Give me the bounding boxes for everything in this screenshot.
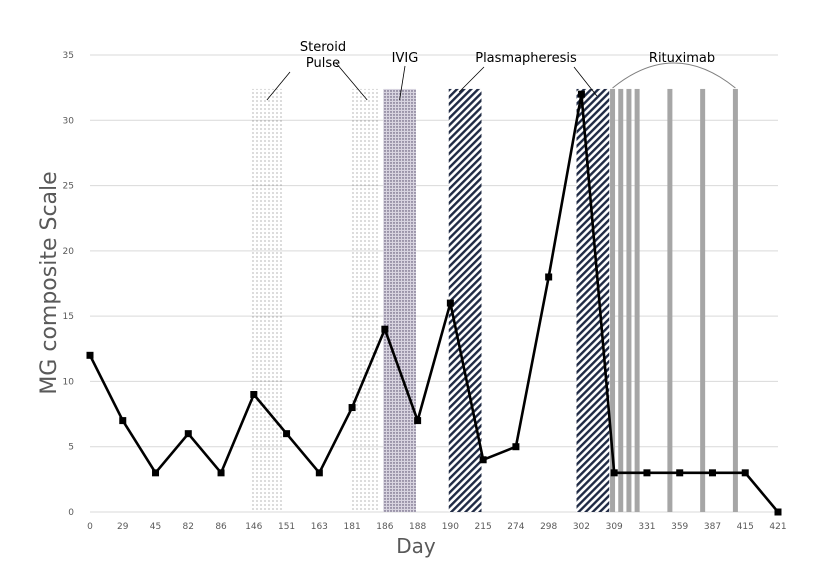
data-point xyxy=(774,508,782,516)
x-tick-label: 181 xyxy=(344,522,361,532)
y-tick-label: 20 xyxy=(63,247,75,257)
y-tick-label: 35 xyxy=(63,51,74,61)
data-point xyxy=(348,404,356,412)
steroid-pulse-leader xyxy=(266,71,291,101)
plasmapheresis-period xyxy=(576,88,610,512)
x-tick-label: 274 xyxy=(507,522,524,532)
y-tick-label: 0 xyxy=(68,508,74,518)
x-axis-title: Day xyxy=(396,534,436,558)
x-tick-label: 415 xyxy=(737,522,754,532)
rituximab-label: Rituximab xyxy=(649,51,715,66)
ivig-period xyxy=(383,88,416,512)
x-tick-label: 163 xyxy=(311,522,328,532)
steroid-pulse-period xyxy=(250,88,284,512)
x-tick-label: 45 xyxy=(150,522,161,532)
plasmapheresis-leader xyxy=(458,66,485,93)
x-tick-label: 302 xyxy=(573,522,590,532)
x-tick-label: 309 xyxy=(606,522,623,532)
rituximab-bracket xyxy=(612,62,736,89)
data-point xyxy=(414,417,422,425)
steroid-pulse-period xyxy=(350,88,380,512)
steroid-pulse-leader xyxy=(335,62,368,101)
x-tick-label: 359 xyxy=(671,522,688,532)
ivig-leader xyxy=(399,65,406,101)
data-point xyxy=(119,417,127,425)
data-point xyxy=(577,90,585,98)
y-tick-label: 10 xyxy=(63,377,75,387)
data-point xyxy=(708,469,716,477)
x-tick-label: 82 xyxy=(183,522,194,532)
data-point xyxy=(610,469,618,477)
x-tick-label: 298 xyxy=(540,522,557,532)
data-point xyxy=(86,351,94,359)
x-tick-label: 190 xyxy=(442,522,459,532)
x-tick-label: 387 xyxy=(704,522,721,532)
data-point xyxy=(184,430,192,438)
data-point xyxy=(479,456,487,464)
data-point xyxy=(217,469,225,477)
data-point xyxy=(446,299,454,307)
x-tick-label: 86 xyxy=(215,522,227,532)
rituximab-dose xyxy=(634,88,640,512)
rituximab-dose xyxy=(732,88,738,512)
data-point xyxy=(545,273,553,281)
ivig-label: IVIG xyxy=(392,51,419,66)
data-point xyxy=(741,469,749,477)
data-point xyxy=(381,325,389,333)
steroid-pulse-label: Pulse xyxy=(306,56,340,71)
data-point xyxy=(643,469,651,477)
data-point xyxy=(250,390,258,398)
rituximab-dose xyxy=(667,88,673,512)
treatment-periods xyxy=(250,88,738,512)
x-tick-label: 146 xyxy=(245,522,262,532)
data-point xyxy=(676,469,684,477)
data-point xyxy=(283,430,291,438)
y-tick-label: 15 xyxy=(63,312,74,322)
x-tick-label: 151 xyxy=(278,522,295,532)
rituximab-dose xyxy=(700,88,706,512)
plasmapheresis-label: Plasmapheresis xyxy=(475,51,577,66)
y-axis-title: MG composite Scale xyxy=(37,171,62,394)
x-tick-label: 29 xyxy=(117,522,129,532)
rituximab-dose xyxy=(610,88,616,512)
x-tick-label: 188 xyxy=(409,522,426,532)
y-tick-label: 30 xyxy=(63,116,75,126)
x-tick-label: 0 xyxy=(87,522,93,532)
y-tick-label: 25 xyxy=(63,182,74,192)
series-line xyxy=(88,92,779,513)
axes: 0 5 10 15 20 25 30 35 0 29 45 82 86 146 151 163 181 186 18… xyxy=(63,51,787,532)
steroid-pulse-label: Steroid xyxy=(300,40,346,55)
x-tick-label: 421 xyxy=(769,522,786,532)
gridlines xyxy=(90,54,778,513)
y-tick-label: 5 xyxy=(68,443,74,453)
x-tick-label: 186 xyxy=(376,522,393,532)
data-point xyxy=(315,469,323,477)
plasmapheresis-period xyxy=(448,88,482,512)
plasmapheresis-leader xyxy=(573,66,598,97)
x-tick-label: 331 xyxy=(638,522,655,532)
data-point xyxy=(512,443,520,451)
data-point xyxy=(152,469,160,477)
rituximab-dose xyxy=(626,88,632,512)
data-series xyxy=(86,90,782,516)
x-tick-label: 215 xyxy=(475,522,492,532)
rituximab-dose xyxy=(618,88,624,512)
